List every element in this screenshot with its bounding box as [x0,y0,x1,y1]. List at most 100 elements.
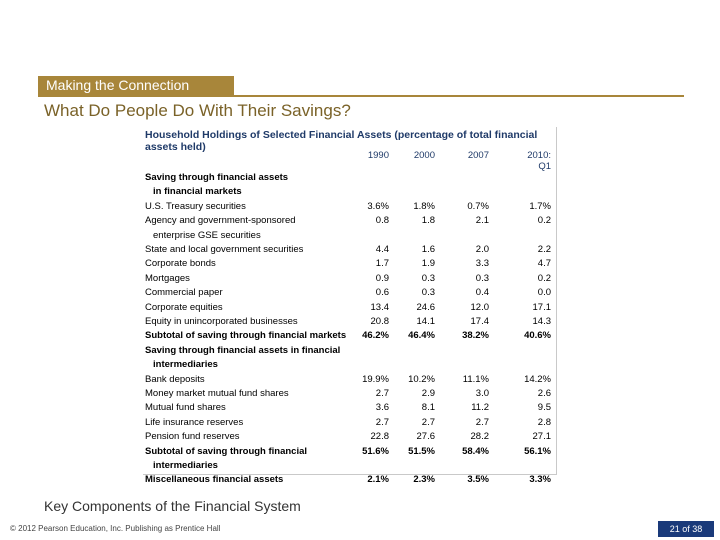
page-number-badge: 21 of 38 [658,521,714,537]
cell-value: 51.5% [408,445,435,457]
cell-value: 0.8 [375,215,389,227]
cell-value: 2.7 [421,416,435,428]
row-label: Mortgages [145,272,190,284]
table-row: intermediaries [143,358,556,372]
page-title: What Do People Do With Their Savings? [44,101,351,120]
cell-value: 0.3 [475,272,489,284]
row-label: Subtotal of saving through financial mar… [145,330,347,342]
table-row: Pension fund reserves 22.8 27.6 28.2 27.1 [143,430,556,444]
cell-value: 2.1% [367,474,389,486]
cell-value: 3.0 [475,388,489,399]
cell-value: 0.3 [421,272,435,284]
table-row: Subtotal of saving through financial 51.6… [143,445,556,459]
cell-value: 2.7 [375,416,389,428]
cell-value: 46.2% [362,330,389,342]
cell-value: 4.7 [537,258,551,270]
column-header-2010-q1: 2010: Q1 [527,150,551,172]
cell-value: 22.8 [370,431,390,443]
cell-value: 14.2% [524,373,551,385]
row-label: enterprise GSE securities [153,229,261,241]
cell-value: 0.9 [375,272,389,284]
section-tab: Making the Connection [38,76,234,95]
cell-value: 11.2 [471,402,489,414]
table-row: enterprise GSE securities [143,229,556,243]
cell-value: 58.4% [462,445,489,457]
cell-value: 24.6 [416,301,436,313]
cell-value: 20.8 [370,316,390,327]
table-row: State and local government securities 4.4… [143,243,556,257]
table-row: Miscellaneous financial assets 2.1% 2.3% 3.… [143,473,556,487]
cell-value: 0.2 [537,215,551,227]
cell-value: 2.7 [475,416,489,428]
cell-value: 2.0 [475,244,489,255]
table-row: Saving through financial assets in finan… [143,344,556,358]
row-label: Money market mutual fund shares [145,388,289,399]
row-label: Miscellaneous financial assets [145,474,284,486]
column-header-1990: 1990 [367,150,389,161]
cell-value: 14.3 [532,316,552,327]
row-label: Bank deposits [145,373,205,385]
cell-value: 13.4 [370,301,390,313]
cell-value: 2.1 [475,215,489,227]
cell-value: 3.5% [467,474,489,486]
row-label: Equity in unincorporated businesses [145,316,298,327]
cell-value: 2.3% [413,474,435,486]
cell-value: 0.7% [467,200,489,212]
cell-value: 0.6 [375,287,389,299]
section-footer-title: Key Components of the Financial System [44,498,301,514]
cell-value: 2.8 [537,416,551,428]
row-label: Corporate bonds [145,258,216,270]
row-label: Life insurance reserves [145,416,244,428]
cell-value: 3.3 [475,258,489,270]
table-row: Subtotal of saving through financial mar… [143,329,556,343]
cell-value: 28.2 [470,431,490,443]
table-row: Life insurance reserves 2.7 2.7 2.7 2.8 [143,416,556,430]
cell-value: 27.6 [416,431,436,443]
row-label: in financial markets [153,186,242,198]
table-row: Agency and government-sponsored 0.8 1.8 2.1… [143,214,556,228]
table-row: Mortgages 0.9 0.3 0.3 0.2 [143,272,556,286]
cell-value: 0.4 [475,287,489,299]
cell-value: 3.6 [375,402,389,414]
table-row: U.S. Treasury securities 3.6% 1.8% 0.7% 1.7% [143,200,556,214]
table-row: Corporate bonds 1.7 1.9 3.3 4.7 [143,257,556,271]
column-header-2007: 2007 [467,150,489,161]
cell-value: 27.1 [532,431,552,443]
table-row: Bank deposits 19.9% 10.2% 11.1% 14.2% [143,373,556,387]
cell-value: 3.6% [367,200,389,212]
row-label: Pension fund reserves [145,431,240,443]
row-label: Agency and government-sponsored [145,215,296,227]
cell-value: 3.3% [529,474,551,486]
row-label: Mutual fund shares [145,402,226,414]
row-label: intermediaries [153,460,218,471]
table-row: Money market mutual fund shares 2.7 2.9 3.0… [143,387,556,401]
cell-value: 46.4% [408,330,435,342]
cell-value: 8.1 [421,402,435,414]
table-row: Corporate equities 13.4 24.6 12.0 17.1 [143,301,556,315]
cell-value: 17.4 [470,316,490,327]
row-label: Corporate equities [145,301,223,313]
table-row: Mutual fund shares 3.6 8.1 11.2 9.5 [143,401,556,415]
table-row: in financial markets [143,185,556,199]
row-label: Subtotal of saving through financial [145,445,308,457]
cell-value: 1.8 [421,215,435,227]
cell-value: 11.1% [462,373,489,385]
cell-value: 19.9% [362,373,389,385]
cell-value: 9.5 [537,402,551,414]
cell-value: 14.1 [416,316,436,327]
cell-value: 1.9 [421,258,435,270]
holdings-table: Household Holdings of Selected Financial… [143,127,557,485]
cell-value: 17.1 [532,301,552,313]
row-label: Saving through financial assets in finan… [145,344,341,356]
cell-value: 2.6 [537,388,551,399]
cell-value: 1.7% [529,200,551,212]
cell-value: 0.3 [421,287,435,299]
cell-value: 2.2 [537,244,551,255]
table-row: Commercial paper 0.6 0.3 0.4 0.0 [143,286,556,300]
cell-value: 12.0 [470,301,490,313]
row-label: U.S. Treasury securities [145,200,246,212]
row-label: State and local government securities [145,244,304,255]
cell-value: 38.2% [462,330,489,342]
cell-value: 0.2 [537,272,551,284]
row-label: Commercial paper [145,287,223,299]
